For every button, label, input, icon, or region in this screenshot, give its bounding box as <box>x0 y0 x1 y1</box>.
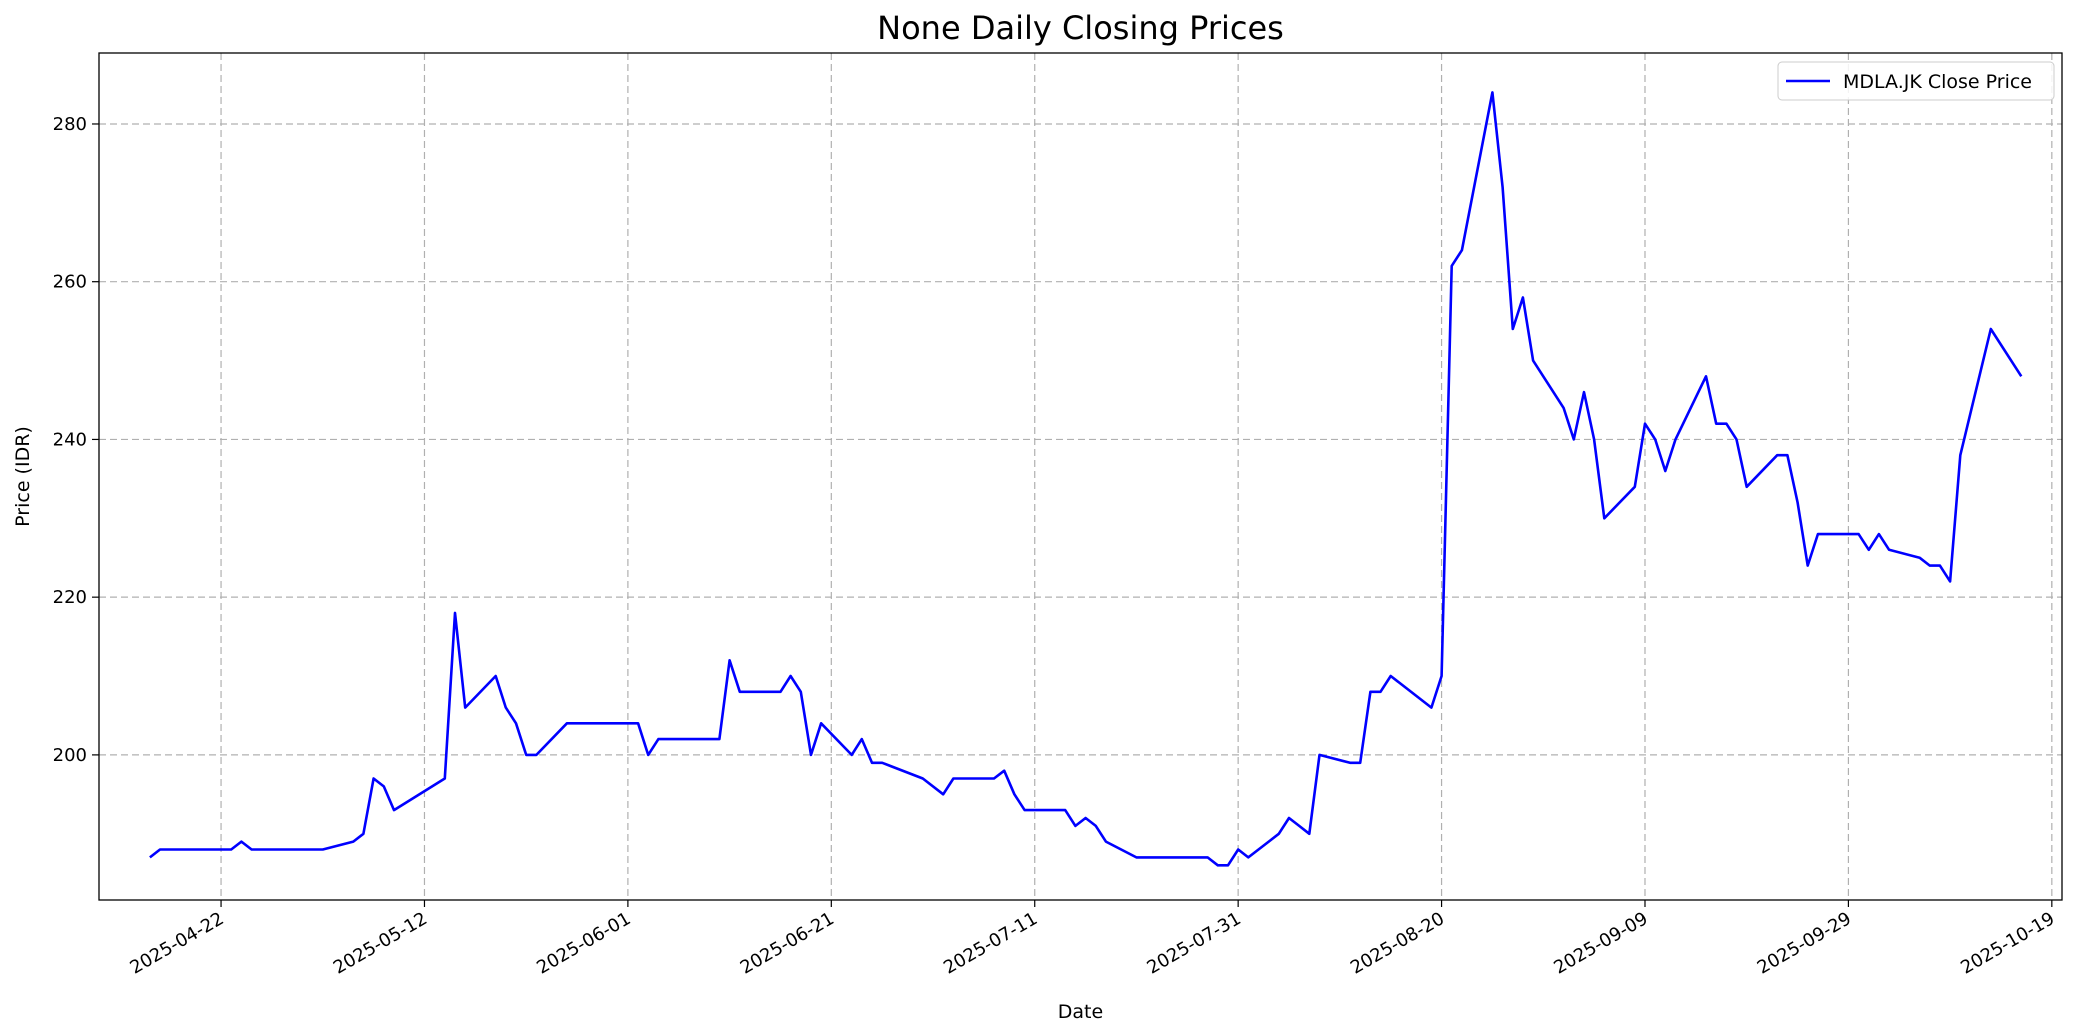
legend-box <box>1777 61 2055 101</box>
y-tick-label: 200 <box>53 745 87 766</box>
x-axis-label: Date <box>1058 1001 1103 1023</box>
legend: MDLA.JK Close Price <box>1777 61 2055 101</box>
series-line <box>149 91 2023 867</box>
chart-title: None Daily Closing Prices <box>877 9 1284 47</box>
y-tick-label: 280 <box>53 114 87 135</box>
plot-frame <box>98 52 2063 901</box>
y-tick-label: 220 <box>53 587 87 608</box>
legend-label: MDLA.JK Close Price <box>1843 71 2032 93</box>
grid-lines <box>99 53 2062 900</box>
series-line-layer <box>149 91 2023 867</box>
y-tick-label: 260 <box>53 272 87 293</box>
y-axis: 200 220 240 260 280 <box>53 114 99 766</box>
y-tick-label: 240 <box>53 429 87 450</box>
y-axis-label: Price (IDR) <box>12 426 34 527</box>
